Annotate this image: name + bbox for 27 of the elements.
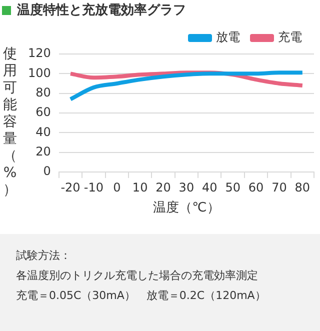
- y-tick-label: 20: [36, 144, 51, 158]
- x-tick-label: -20: [60, 180, 80, 194]
- x-tick-label: 30: [178, 180, 194, 194]
- y-tick-label: 0: [43, 164, 51, 178]
- y-tick-label: 60: [36, 105, 51, 120]
- y-tick-label: 40: [36, 124, 51, 139]
- text: 充電＝0.05C（30mA） 放電＝0.2C（120mA）: [16, 288, 267, 304]
- x-axis-title: 温度（℃）: [153, 200, 220, 216]
- text: 試験方法：: [16, 248, 72, 264]
- x-tick-label: 0: [113, 180, 121, 194]
- chart-title: 温度特性と充放電効率グラフ: [17, 2, 186, 19]
- legend-label: 充電: [278, 30, 302, 44]
- x-tick-label: 80: [294, 180, 310, 194]
- x-tick-label: 70: [272, 180, 287, 194]
- y-tick-label: 120: [28, 46, 51, 60]
- text: 各温度別のトリクル充電した場合の充電効率測定: [16, 268, 259, 284]
- x-tick-label: 60: [248, 180, 264, 194]
- y-tick-label: 100: [28, 66, 51, 80]
- text: 使用可能容量（%）: [3, 46, 17, 198]
- x-tick-label: 40: [202, 180, 218, 194]
- x-tick-label: 50: [225, 180, 240, 194]
- y-tick-label: 80: [36, 85, 51, 100]
- legend-label: 放電: [216, 30, 240, 44]
- x-tick-label: -10: [84, 180, 104, 194]
- x-tick-label: 10: [132, 180, 148, 194]
- x-tick-label: 20: [156, 180, 171, 194]
- line-series: [68, 70, 304, 102]
